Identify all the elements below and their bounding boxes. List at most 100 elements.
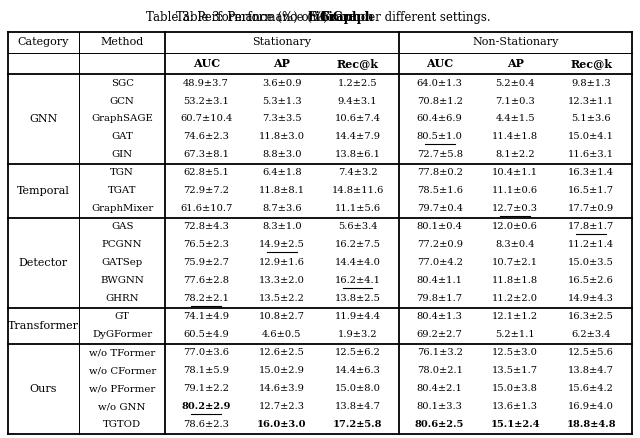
Text: 7.3±3.5: 7.3±3.5 [262, 114, 301, 124]
Text: 78.0±2.1: 78.0±2.1 [417, 366, 463, 375]
Text: Non-Stationary: Non-Stationary [472, 37, 559, 47]
Text: FiGraph: FiGraph [320, 11, 374, 24]
Text: 14.4±7.9: 14.4±7.9 [335, 132, 381, 141]
Text: 12.5±6.2: 12.5±6.2 [335, 348, 381, 357]
Text: 15.1±2.4: 15.1±2.4 [490, 420, 540, 429]
Text: 12.0±0.6: 12.0±0.6 [492, 223, 538, 231]
Text: GIN: GIN [112, 150, 133, 159]
Text: 13.5±2.2: 13.5±2.2 [259, 294, 305, 303]
Text: 7.4±3.2: 7.4±3.2 [338, 169, 378, 177]
Text: 16.5±2.6: 16.5±2.6 [568, 276, 614, 285]
Text: Stationary: Stationary [253, 37, 312, 47]
Text: 79.1±2.2: 79.1±2.2 [183, 384, 229, 393]
Text: 3.6±0.9: 3.6±0.9 [262, 78, 301, 88]
Text: 11.4±1.8: 11.4±1.8 [492, 132, 538, 141]
Text: 77.2±0.9: 77.2±0.9 [417, 240, 463, 249]
Text: GCN: GCN [110, 96, 134, 106]
Text: 75.9±2.7: 75.9±2.7 [183, 258, 229, 267]
Text: 9.4±3.1: 9.4±3.1 [338, 96, 378, 106]
Text: w/o TFormer: w/o TFormer [89, 348, 156, 357]
Text: TGAT: TGAT [108, 187, 136, 195]
Text: 80.5±1.0: 80.5±1.0 [417, 132, 463, 141]
Text: TGN: TGN [110, 169, 134, 177]
Text: GraphMixer: GraphMixer [91, 205, 154, 213]
Text: 5.1±3.6: 5.1±3.6 [572, 114, 611, 124]
Text: 11.6±3.1: 11.6±3.1 [568, 150, 614, 159]
Text: 14.6±3.9: 14.6±3.9 [259, 384, 305, 393]
Text: 60.7±10.4: 60.7±10.4 [180, 114, 232, 124]
Text: 14.8±11.6: 14.8±11.6 [332, 187, 384, 195]
Text: 12.7±2.3: 12.7±2.3 [259, 402, 305, 411]
Text: 13.5±1.7: 13.5±1.7 [492, 366, 538, 375]
Text: AP: AP [507, 58, 524, 69]
Text: 15.0±4.1: 15.0±4.1 [568, 132, 614, 141]
Text: PCGNN: PCGNN [102, 240, 143, 249]
Text: 79.7±0.4: 79.7±0.4 [417, 205, 463, 213]
Text: 79.8±1.7: 79.8±1.7 [417, 294, 463, 303]
Text: 80.4±2.1: 80.4±2.1 [417, 384, 463, 393]
Text: 5.2±1.1: 5.2±1.1 [495, 330, 535, 339]
Text: 8.7±3.6: 8.7±3.6 [262, 205, 301, 213]
Text: 1.9±3.2: 1.9±3.2 [338, 330, 378, 339]
Text: Category: Category [18, 37, 69, 47]
Text: 13.6±1.3: 13.6±1.3 [492, 402, 538, 411]
Text: Temporal: Temporal [17, 186, 70, 196]
Text: 15.0±8.0: 15.0±8.0 [335, 384, 381, 393]
Text: 8.8±3.0: 8.8±3.0 [262, 150, 301, 159]
Text: Ours: Ours [29, 384, 57, 394]
Text: 16.5±1.7: 16.5±1.7 [568, 187, 614, 195]
Text: Table 3: Performance (%) on: Table 3: Performance (%) on [176, 11, 349, 24]
Text: 13.8±2.5: 13.8±2.5 [335, 294, 381, 303]
Text: 13.8±4.7: 13.8±4.7 [335, 402, 381, 411]
Text: 80.1±0.4: 80.1±0.4 [417, 223, 463, 231]
Text: GHRN: GHRN [106, 294, 139, 303]
Text: 4.6±0.5: 4.6±0.5 [262, 330, 301, 339]
Text: Rec@k: Rec@k [337, 58, 379, 69]
Text: 77.0±3.6: 77.0±3.6 [183, 348, 229, 357]
Text: 78.5±1.6: 78.5±1.6 [417, 187, 463, 195]
Text: 78.2±2.1: 78.2±2.1 [183, 294, 229, 303]
Text: 5.3±1.3: 5.3±1.3 [262, 96, 301, 106]
Text: 16.2±4.1: 16.2±4.1 [335, 276, 381, 285]
Text: GATSep: GATSep [102, 258, 143, 267]
Text: w/o CFormer: w/o CFormer [88, 366, 156, 375]
Text: 72.7±5.8: 72.7±5.8 [417, 150, 463, 159]
Text: 64.0±1.3: 64.0±1.3 [417, 78, 463, 88]
Text: 6.4±1.8: 6.4±1.8 [262, 169, 301, 177]
Text: 74.1±4.9: 74.1±4.9 [183, 312, 229, 321]
Text: 76.1±3.2: 76.1±3.2 [417, 348, 463, 357]
Text: 13.3±2.0: 13.3±2.0 [259, 276, 305, 285]
Text: 77.8±0.2: 77.8±0.2 [417, 169, 463, 177]
Text: 8.1±2.2: 8.1±2.2 [495, 150, 535, 159]
Text: 15.0±3.8: 15.0±3.8 [492, 384, 538, 393]
Text: 5.6±3.4: 5.6±3.4 [338, 223, 378, 231]
Text: 13.8±6.1: 13.8±6.1 [335, 150, 381, 159]
Text: 12.9±1.6: 12.9±1.6 [259, 258, 305, 267]
Text: 67.3±8.1: 67.3±8.1 [183, 150, 229, 159]
Text: 11.8±8.1: 11.8±8.1 [259, 187, 305, 195]
Text: 17.7±0.9: 17.7±0.9 [568, 205, 614, 213]
Text: 10.8±2.7: 10.8±2.7 [259, 312, 305, 321]
Text: 11.1±5.6: 11.1±5.6 [335, 205, 381, 213]
Text: 11.2±2.0: 11.2±2.0 [492, 294, 538, 303]
Text: GAS: GAS [111, 223, 134, 231]
Text: 10.4±1.1: 10.4±1.1 [492, 169, 538, 177]
Text: w/o PFormer: w/o PFormer [89, 384, 156, 393]
Text: 4.4±1.5: 4.4±1.5 [495, 114, 535, 124]
Text: 15.0±3.5: 15.0±3.5 [568, 258, 614, 267]
Text: 80.1±3.3: 80.1±3.3 [417, 402, 463, 411]
Text: 80.2±2.9: 80.2±2.9 [182, 402, 231, 411]
Text: 78.6±2.3: 78.6±2.3 [183, 420, 229, 429]
Text: 14.9±2.5: 14.9±2.5 [259, 240, 305, 249]
Text: 53.2±3.1: 53.2±3.1 [183, 96, 229, 106]
Text: 15.0±2.9: 15.0±2.9 [259, 366, 305, 375]
Text: 78.1±5.9: 78.1±5.9 [183, 366, 229, 375]
Text: 60.4±6.9: 60.4±6.9 [417, 114, 463, 124]
Text: 77.0±4.2: 77.0±4.2 [417, 258, 463, 267]
Text: 8.3±1.0: 8.3±1.0 [262, 223, 301, 231]
Text: 74.6±2.3: 74.6±2.3 [183, 132, 229, 141]
Text: 76.5±2.3: 76.5±2.3 [183, 240, 229, 249]
Text: 18.8±4.8: 18.8±4.8 [566, 420, 616, 429]
Text: Rec@k: Rec@k [570, 58, 612, 69]
Text: 15.6±4.2: 15.6±4.2 [568, 384, 614, 393]
